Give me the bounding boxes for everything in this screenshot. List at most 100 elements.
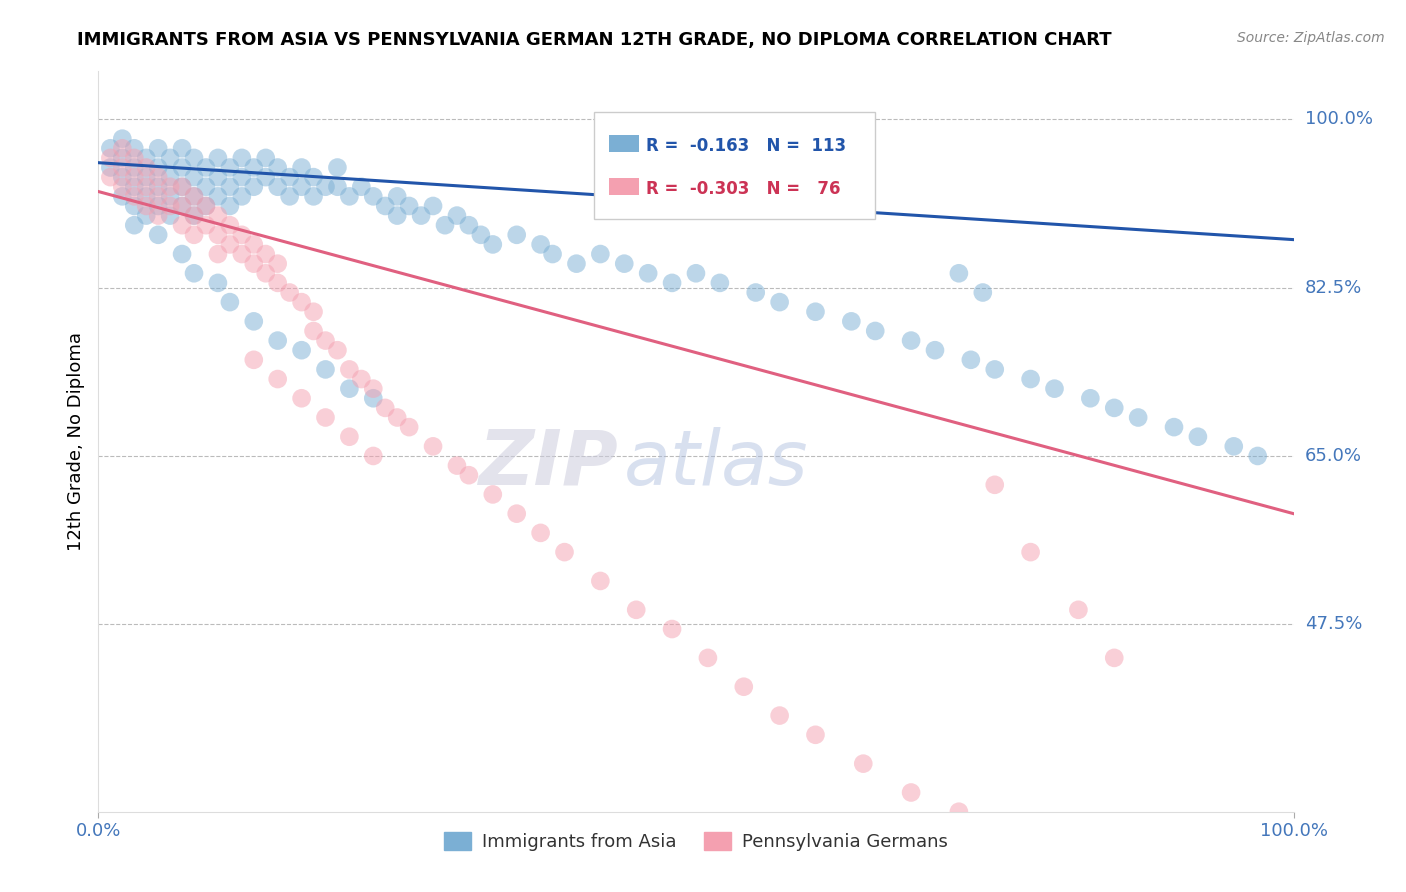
Point [267, 257, 290, 271]
Point [385, 410, 409, 425]
Point [554, 545, 576, 559]
Point [243, 179, 266, 194]
Point [422, 439, 444, 453]
Point [111, 189, 134, 203]
Point [148, 161, 170, 175]
Point [219, 179, 242, 194]
Point [195, 161, 218, 175]
Point [98, 141, 122, 155]
Point [183, 209, 205, 223]
Point [111, 170, 134, 185]
Point [124, 218, 146, 232]
Point [960, 352, 983, 367]
Point [506, 507, 529, 521]
Point [172, 141, 194, 155]
Point [207, 227, 229, 242]
Point [865, 324, 887, 338]
Point [1043, 382, 1066, 396]
Point [231, 247, 253, 261]
Point [768, 708, 790, 723]
Text: 100.0%: 100.0% [1305, 111, 1372, 128]
Text: atlas: atlas [624, 426, 808, 500]
Point [385, 189, 409, 203]
Point [339, 382, 361, 396]
Point [172, 199, 194, 213]
Point [589, 247, 612, 261]
Point [589, 574, 612, 588]
Point [148, 189, 170, 203]
Point [135, 151, 157, 165]
Point [302, 189, 325, 203]
Point [302, 324, 325, 338]
Point [207, 209, 229, 223]
Point [195, 199, 218, 213]
Point [243, 257, 266, 271]
Point [278, 170, 301, 185]
Point [398, 199, 420, 213]
Point [148, 209, 170, 223]
Point [124, 151, 146, 165]
Point [841, 314, 863, 328]
Point [159, 209, 181, 223]
Point [852, 756, 875, 771]
Point [243, 237, 266, 252]
Point [135, 179, 157, 194]
Point [326, 343, 349, 358]
Point [745, 285, 768, 300]
Point [661, 622, 683, 636]
Point [278, 285, 301, 300]
Point [326, 161, 349, 175]
Point [243, 352, 266, 367]
Point [195, 199, 218, 213]
Point [135, 209, 157, 223]
Point [159, 199, 181, 213]
Point [374, 199, 396, 213]
Point [183, 266, 205, 280]
Point [709, 276, 731, 290]
Point [124, 161, 146, 175]
Point [637, 266, 659, 280]
Point [446, 209, 468, 223]
Point [458, 468, 481, 483]
Point [948, 805, 970, 819]
Point [267, 334, 290, 348]
Point [183, 209, 205, 223]
Point [291, 391, 314, 405]
Point [267, 179, 290, 194]
Point [530, 237, 553, 252]
Point [219, 295, 242, 310]
Text: Source: ZipAtlas.com: Source: ZipAtlas.com [1237, 31, 1385, 45]
Point [111, 179, 134, 194]
Point [254, 170, 277, 185]
Point [124, 189, 146, 203]
Point [148, 141, 170, 155]
Point [1223, 439, 1246, 453]
Point [267, 372, 290, 386]
Point [315, 179, 337, 194]
Point [111, 131, 134, 145]
Point [243, 161, 266, 175]
Point [804, 728, 827, 742]
Point [315, 410, 337, 425]
Point [900, 334, 922, 348]
Point [159, 151, 181, 165]
Point [481, 237, 505, 252]
Point [363, 449, 385, 463]
Point [231, 170, 253, 185]
Point [458, 218, 481, 232]
Legend: Immigrants from Asia, Pennsylvania Germans: Immigrants from Asia, Pennsylvania Germa… [437, 824, 955, 858]
Point [148, 170, 170, 185]
Point [172, 161, 194, 175]
Point [172, 199, 194, 213]
Text: IMMIGRANTS FROM ASIA VS PENNSYLVANIA GERMAN 12TH GRADE, NO DIPLOMA CORRELATION C: IMMIGRANTS FROM ASIA VS PENNSYLVANIA GER… [77, 31, 1112, 49]
Point [565, 257, 588, 271]
Point [291, 179, 314, 194]
Point [148, 179, 170, 194]
Point [267, 276, 290, 290]
Point [124, 141, 146, 155]
Point [411, 209, 433, 223]
Point [339, 362, 361, 376]
Point [207, 170, 229, 185]
Point [172, 247, 194, 261]
Point [768, 295, 790, 310]
